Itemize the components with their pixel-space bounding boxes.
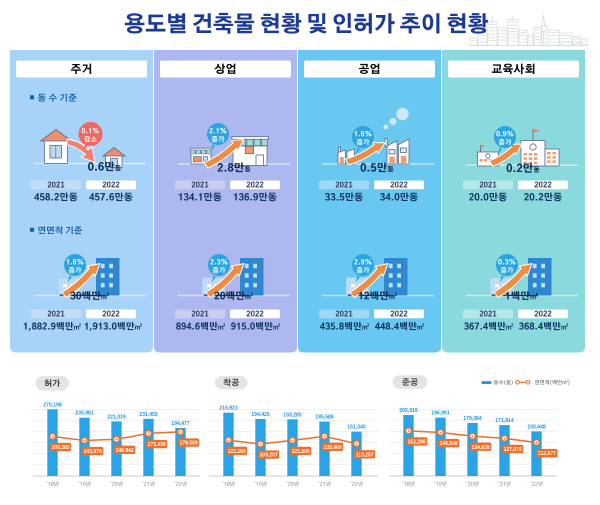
svg-text:160,285: 160,285 xyxy=(52,445,70,451)
svg-text:235,981: 235,981 xyxy=(75,411,94,417)
svg-text:152,296: 152,296 xyxy=(408,440,426,446)
svg-text:2021: 2021 xyxy=(335,181,353,190)
svg-text:2022: 2022 xyxy=(390,181,408,190)
svg-text:135,668: 135,668 xyxy=(324,445,342,451)
svg-text:2021: 2021 xyxy=(479,181,497,190)
svg-text:2022: 2022 xyxy=(534,310,552,319)
svg-text:2021: 2021 xyxy=(47,181,65,190)
svg-text:2022: 2022 xyxy=(534,181,552,190)
svg-text:127,079: 127,079 xyxy=(504,447,522,453)
svg-text:110,257: 110,257 xyxy=(356,452,374,458)
svg-text:179,084: 179,084 xyxy=(463,416,482,422)
svg-text:122,160: 122,160 xyxy=(228,449,246,455)
svg-text:2022: 2022 xyxy=(390,310,408,319)
svg-text:109,207: 109,207 xyxy=(260,453,278,459)
svg-text:194,425: 194,425 xyxy=(251,412,270,418)
svg-text:143,976: 143,976 xyxy=(84,449,102,455)
svg-text:2022: 2022 xyxy=(246,310,264,319)
svg-text:2021: 2021 xyxy=(479,310,497,319)
svg-text:221,019: 221,019 xyxy=(107,414,126,420)
svg-text:148,842: 148,842 xyxy=(116,448,134,454)
svg-text:2022: 2022 xyxy=(246,181,264,190)
svg-text:2021: 2021 xyxy=(191,310,209,319)
svg-text:171,814: 171,814 xyxy=(495,418,514,424)
svg-text:172,436: 172,436 xyxy=(148,442,166,448)
svg-text:112,977: 112,977 xyxy=(538,451,556,457)
svg-text:2022: 2022 xyxy=(102,310,120,319)
svg-text:193,285: 193,285 xyxy=(283,412,302,418)
svg-text:231,455: 231,455 xyxy=(139,412,158,418)
svg-text:2022: 2022 xyxy=(102,181,120,190)
svg-text:2021: 2021 xyxy=(191,181,209,190)
svg-text:2021: 2021 xyxy=(335,310,353,319)
svg-text:270,198: 270,198 xyxy=(43,402,62,408)
svg-text:178,589: 178,589 xyxy=(180,441,198,447)
svg-text:151,340: 151,340 xyxy=(347,425,366,431)
svg-text:215,921: 215,921 xyxy=(219,406,238,412)
svg-text:146,948: 146,948 xyxy=(440,441,458,447)
svg-text:2021: 2021 xyxy=(47,310,65,319)
svg-text:185,588: 185,588 xyxy=(315,415,334,421)
svg-text:150,648: 150,648 xyxy=(527,424,546,430)
svg-text:194,477: 194,477 xyxy=(171,421,190,427)
svg-text:205,919: 205,919 xyxy=(399,408,418,414)
svg-text:196,991: 196,991 xyxy=(431,411,450,417)
svg-text:134,628: 134,628 xyxy=(472,445,490,451)
svg-text:121,500: 121,500 xyxy=(292,449,310,455)
